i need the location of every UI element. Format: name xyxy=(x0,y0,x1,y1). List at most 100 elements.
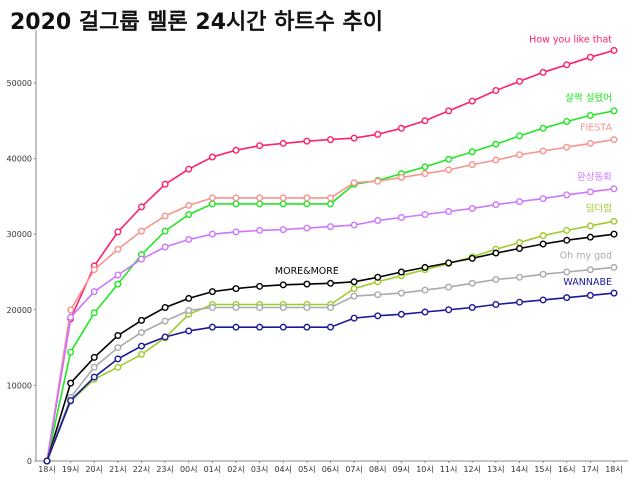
data-point xyxy=(492,201,500,209)
data-point xyxy=(256,200,264,208)
data-point xyxy=(468,254,476,262)
data-point xyxy=(185,235,193,243)
data-point xyxy=(279,139,287,147)
data-point xyxy=(232,228,240,236)
data-point xyxy=(586,266,594,274)
data-point xyxy=(232,323,240,331)
data-point xyxy=(539,240,547,248)
data-point xyxy=(114,280,122,288)
data-point xyxy=(137,328,145,336)
data-point xyxy=(374,217,382,225)
data-point xyxy=(492,156,500,164)
data-point xyxy=(445,207,453,215)
x-tick-label: 01시 xyxy=(204,465,222,474)
x-tick-label: 12시 xyxy=(463,465,481,474)
x-tick-label: 22시 xyxy=(133,465,151,474)
data-point xyxy=(114,271,122,279)
y-tick-label: 30000 xyxy=(7,230,32,239)
data-point xyxy=(563,191,571,199)
data-point xyxy=(539,270,547,278)
data-point xyxy=(374,312,382,320)
data-point xyxy=(67,348,75,356)
y-tick-label: 40000 xyxy=(7,155,32,164)
x-tick-label: 09시 xyxy=(393,465,411,474)
series-label: MORE&MORE xyxy=(275,266,339,277)
data-point xyxy=(43,457,51,465)
data-point xyxy=(67,313,75,321)
data-point xyxy=(445,155,453,163)
data-point xyxy=(468,279,476,287)
x-tick-label: 03시 xyxy=(251,465,269,474)
data-point xyxy=(232,146,240,154)
data-point xyxy=(445,283,453,291)
data-point xyxy=(492,249,500,257)
data-point xyxy=(445,166,453,174)
data-point xyxy=(492,276,500,284)
data-point xyxy=(256,323,264,331)
data-point xyxy=(256,194,264,202)
series-label: 덤더럼 xyxy=(586,202,612,214)
x-tick-label: 15시 xyxy=(534,465,552,474)
data-point xyxy=(397,124,405,132)
data-point xyxy=(516,273,524,281)
data-point xyxy=(563,117,571,125)
data-point xyxy=(161,243,169,251)
data-point xyxy=(208,230,216,238)
data-point xyxy=(161,333,169,341)
data-point xyxy=(303,137,311,145)
data-point xyxy=(161,227,169,235)
data-point xyxy=(90,353,98,361)
data-point xyxy=(327,323,335,331)
data-point xyxy=(445,259,453,267)
y-tick-label: 10000 xyxy=(7,381,32,390)
x-tick-label: 18시 xyxy=(38,465,56,474)
data-point xyxy=(468,97,476,105)
data-point xyxy=(586,139,594,147)
series-label: How you like that xyxy=(529,34,612,45)
data-point xyxy=(516,198,524,206)
x-tick-label: 06시 xyxy=(322,465,340,474)
data-point xyxy=(303,224,311,232)
data-point xyxy=(421,170,429,178)
x-tick-label: 00시 xyxy=(180,465,198,474)
data-point xyxy=(279,281,287,289)
data-point xyxy=(516,238,524,246)
data-point xyxy=(90,363,98,371)
x-tick-label: 07시 xyxy=(345,465,363,474)
data-point xyxy=(67,306,75,314)
data-point xyxy=(185,307,193,315)
data-point xyxy=(208,288,216,296)
data-point xyxy=(185,327,193,335)
data-point xyxy=(492,300,500,308)
data-point xyxy=(374,177,382,185)
data-point xyxy=(421,117,429,125)
data-point xyxy=(114,355,122,363)
data-point xyxy=(421,308,429,316)
data-point xyxy=(327,136,335,144)
x-tick-label: 11시 xyxy=(440,465,458,474)
series-label: Oh my god xyxy=(560,250,612,261)
data-point xyxy=(468,148,476,156)
data-point xyxy=(350,314,358,322)
data-point xyxy=(492,86,500,94)
data-point xyxy=(492,140,500,148)
data-point xyxy=(350,221,358,229)
data-point xyxy=(303,200,311,208)
data-point xyxy=(445,306,453,314)
data-point xyxy=(208,200,216,208)
data-point xyxy=(67,397,75,405)
data-point xyxy=(303,280,311,288)
data-point xyxy=(397,310,405,318)
data-point xyxy=(137,227,145,235)
data-point xyxy=(586,233,594,241)
series-label: FIESTA xyxy=(580,123,612,134)
data-point xyxy=(279,323,287,331)
x-tick-label: 04시 xyxy=(274,465,292,474)
x-tick-label: 14시 xyxy=(511,465,529,474)
series-line xyxy=(46,220,615,462)
data-point xyxy=(516,151,524,159)
data-point xyxy=(256,282,264,290)
data-point xyxy=(586,291,594,299)
x-tick-label: 13시 xyxy=(487,465,505,474)
